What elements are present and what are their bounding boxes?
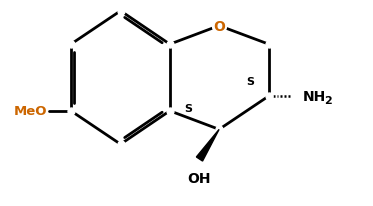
Text: S: S	[184, 104, 192, 114]
Text: O: O	[213, 20, 225, 33]
Text: NH: NH	[303, 90, 326, 103]
Text: MeO: MeO	[14, 105, 48, 118]
Polygon shape	[196, 130, 219, 161]
Text: OH: OH	[188, 171, 211, 185]
Text: S: S	[246, 77, 254, 87]
Text: 2: 2	[324, 96, 332, 106]
